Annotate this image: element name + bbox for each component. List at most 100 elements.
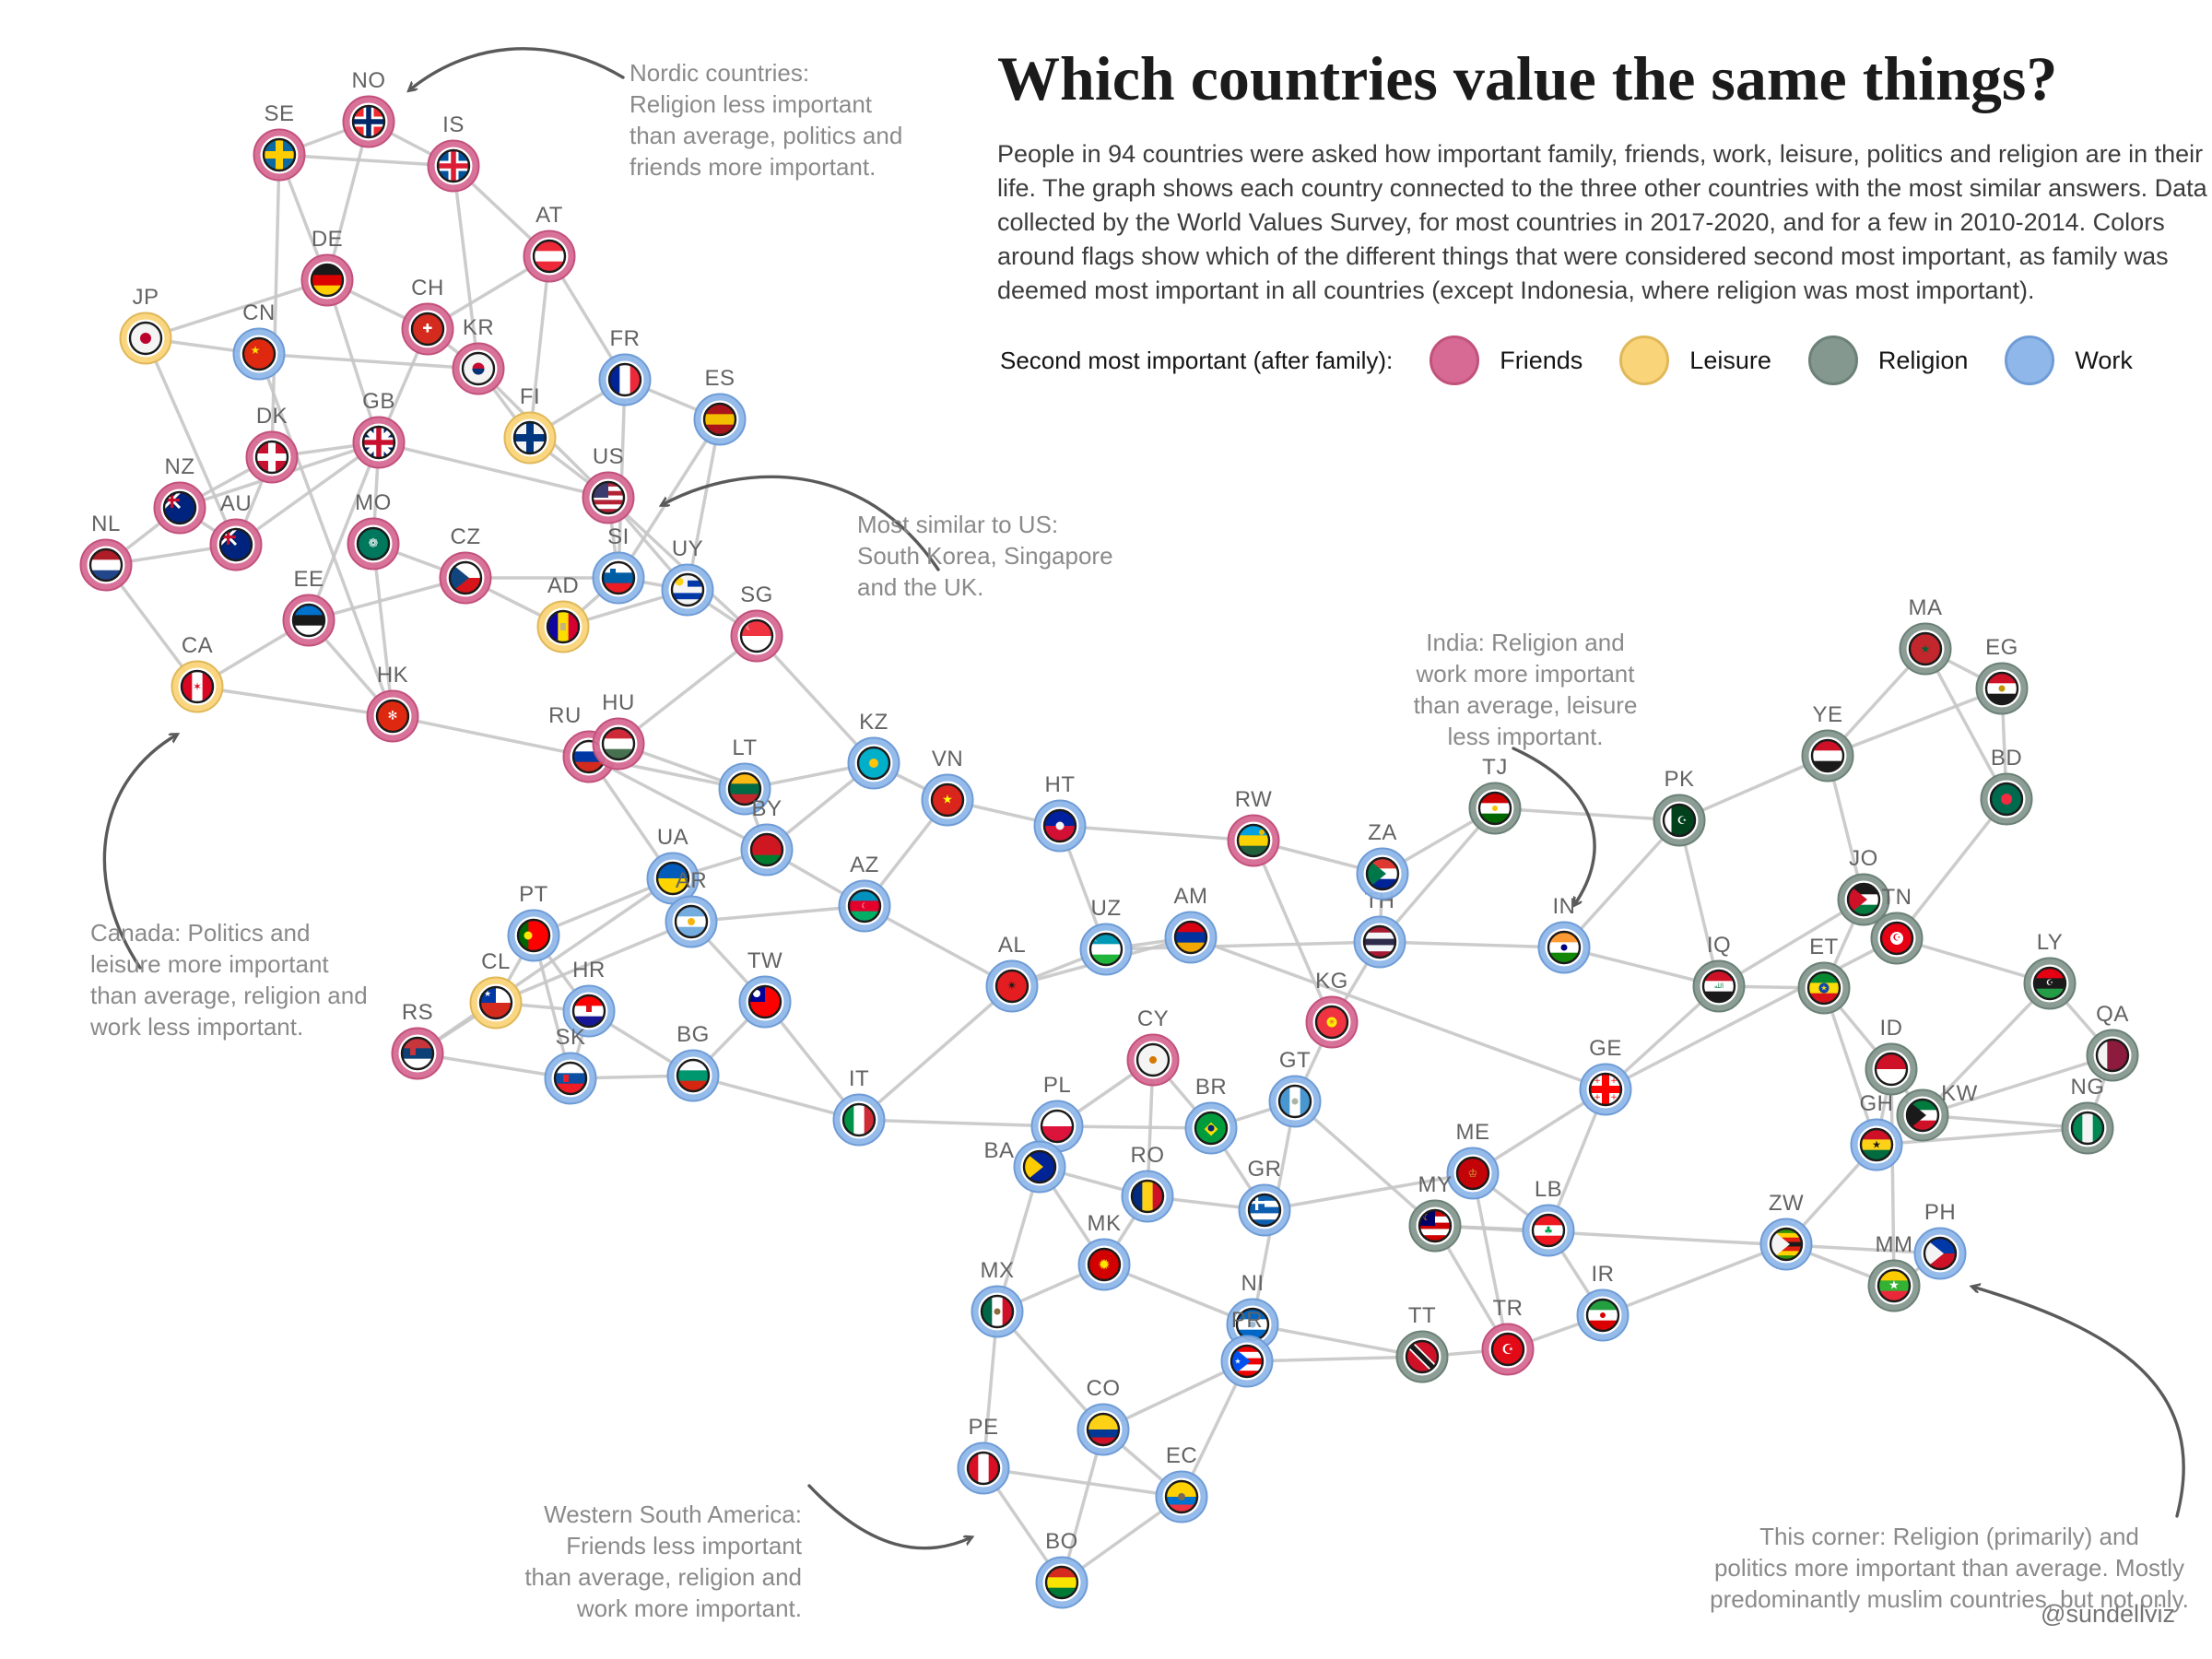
country-label-EG: EG	[1985, 635, 2018, 660]
flag-icon-FR	[609, 364, 641, 395]
edge-KW-NG	[1921, 1113, 2089, 1130]
svg-text:☪: ☪	[1501, 1341, 1513, 1358]
country-label-UY: UY	[672, 536, 703, 561]
country-label-BG: BG	[677, 1022, 710, 1047]
country-label-CO: CO	[1087, 1376, 1121, 1401]
country-node-CO: CO	[1077, 1376, 1130, 1456]
country-label-TN: TN	[1882, 885, 1912, 910]
svg-text:♔: ♔	[1468, 1167, 1478, 1180]
country-node-IR: IR	[1576, 1262, 1630, 1342]
annotation-line: than average, leisure	[1413, 691, 1638, 719]
flag-icon-LT	[729, 773, 760, 805]
country-label-GE: GE	[1589, 1036, 1622, 1061]
flag-icon-CL: ★	[480, 987, 512, 1018]
country-node-HR: HR	[562, 958, 616, 1038]
country-node-PE: PE	[957, 1415, 1010, 1495]
edge-RW-KG	[1252, 839, 1334, 1024]
edge-JO-IQ	[1717, 898, 1865, 988]
annotation-arrow-canada	[102, 735, 177, 970]
edge-KW-QA	[1921, 1053, 2114, 1117]
country-node-AD: AD	[536, 573, 590, 653]
svg-text:★: ★	[251, 344, 261, 357]
svg-text:✶: ✶	[193, 680, 202, 693]
edge-BG-IT	[691, 1074, 861, 1122]
country-node-MY: ☾ MY	[1408, 1172, 1462, 1253]
country-node-ZW: ZW	[1759, 1191, 1813, 1271]
annotation-corner: This corner: Religion (primarily) and pol…	[1700, 1521, 2198, 1615]
country-label-GH: GH	[1860, 1091, 1894, 1116]
country-label-CH: CH	[411, 276, 444, 300]
edge-TN-LY	[1895, 936, 2052, 985]
annotation-line: Nordic countries:	[629, 59, 810, 87]
svg-text:☾: ☾	[746, 623, 754, 633]
edge-GE-TN	[1604, 936, 1899, 1091]
country-label-ZW: ZW	[1769, 1191, 1804, 1216]
edge-CN-KR	[257, 352, 480, 371]
country-node-CZ: CZ	[439, 524, 492, 605]
country-label-PH: PH	[1924, 1200, 1956, 1225]
country-node-ID: ID	[1865, 1016, 1918, 1096]
svg-text:✳: ✳	[1329, 1018, 1335, 1027]
edge-ID-MM	[1889, 1067, 1896, 1288]
country-label-FI: FI	[520, 384, 540, 409]
flag-icon-TH	[1364, 926, 1395, 958]
page-title: Which countries value the same things?	[997, 43, 2058, 113]
country-node-BR: ◆BR	[1184, 1075, 1238, 1155]
flag-icon-KW	[1907, 1100, 1938, 1131]
svg-text:الله: الله	[1714, 982, 1724, 990]
edge-ES-UY	[686, 418, 722, 592]
edge-IQ-IN	[1562, 946, 1721, 988]
flag-icon-GH: ★	[1861, 1129, 1892, 1160]
country-node-FR: FR	[598, 326, 652, 406]
country-label-MX: MX	[981, 1258, 1015, 1283]
flag-icon-ES	[704, 404, 735, 435]
country-node-RW: RW	[1227, 787, 1280, 867]
country-node-MO: ❁ MO	[347, 490, 400, 571]
flag-icon-LY: ☪	[2034, 968, 2065, 999]
edge-MX-CO	[995, 1310, 1105, 1431]
country-node-GH: ★ GH	[1850, 1091, 1903, 1171]
edge-GR-ME	[1263, 1171, 1475, 1212]
flag-icon-RS	[402, 1038, 433, 1069]
flag-icon-AD	[547, 611, 579, 642]
flag-icon-BG	[677, 1060, 709, 1091]
edge-GB-US	[377, 441, 610, 500]
edge-AZ-AL	[863, 904, 1014, 988]
country-label-IQ: IQ	[1707, 933, 1731, 958]
svg-text:★: ★	[1820, 984, 1827, 993]
edge-SG-KZ	[755, 634, 876, 765]
edge-HT-RW	[1058, 824, 1255, 842]
flag-icon-NL	[90, 549, 122, 581]
religion-swatch-icon	[1807, 335, 1858, 385]
svg-text:★: ★	[942, 794, 953, 807]
country-label-HK: HK	[377, 663, 408, 688]
edge-CN-HK	[257, 352, 394, 718]
country-label-IS: IS	[442, 112, 465, 137]
flag-icon-PK: ☪	[1664, 805, 1695, 836]
edge-NO-DE	[325, 120, 371, 282]
country-label-PK: PK	[1664, 767, 1694, 792]
country-nodes: SE NO IS DE AT JP ★ CN ✚ CH KR FR ES DK GB FI US NZ AU NL ❁ M…	[79, 68, 2139, 1609]
annotation-line: politics more important than average. Mo…	[1713, 1554, 2185, 1582]
flag-icon-BY	[751, 834, 782, 865]
country-node-RO: RO	[1121, 1143, 1174, 1223]
annotation-line: than average, religion and	[524, 1563, 802, 1591]
flag-icon-PR: ★	[1231, 1346, 1263, 1377]
annotation-arrow-wsa	[807, 1484, 971, 1550]
edge-HU-SG	[617, 634, 759, 746]
legend-item-label: Leisure	[1689, 346, 1771, 374]
country-node-AM: AM	[1164, 884, 1218, 964]
edge-YE-EG	[1826, 687, 2004, 758]
country-node-UY: UY	[661, 536, 714, 617]
country-label-LB: LB	[1535, 1177, 1562, 1202]
svg-text:★: ★	[1888, 1279, 1900, 1293]
country-node-TR: ☪ TR	[1481, 1296, 1535, 1376]
country-node-EG: EG	[1975, 635, 2029, 715]
country-node-NL: NL	[79, 512, 133, 592]
annotation-line: Most similar to US:	[857, 511, 1059, 538]
svg-text:★: ★	[1234, 1358, 1241, 1366]
country-node-AL: ✴ AL	[985, 933, 1039, 1013]
annotation-canada: Canada: Politics and leisure more importa…	[90, 917, 459, 1042]
flag-icon-NI	[1237, 1309, 1268, 1340]
country-node-SK: SK	[544, 1025, 597, 1105]
